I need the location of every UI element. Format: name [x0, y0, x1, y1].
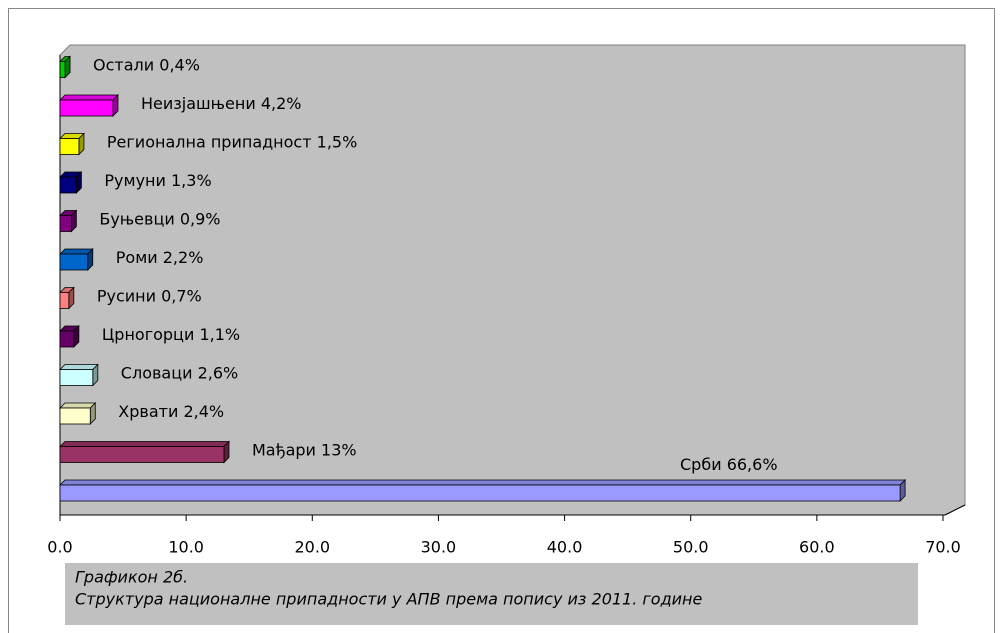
bar: [59, 215, 72, 232]
bar-group: [59, 171, 83, 194]
floor-edge: [944, 504, 966, 516]
data-label: Хрвати 2,4%: [118, 402, 224, 421]
bar: [59, 446, 225, 463]
bar-top: [59, 248, 94, 255]
x-tick-label: 0.0: [47, 538, 72, 557]
category-label: Црногорци: [102, 325, 194, 344]
bar-group: [59, 248, 94, 271]
data-label: Роми 2,2%: [116, 248, 204, 267]
bar-group: [59, 132, 85, 156]
data-label: Румуни 1,3%: [104, 171, 211, 190]
bar-top: [59, 94, 119, 101]
value-label: 2,4%: [183, 402, 224, 421]
x-tick-label: 10.0: [168, 538, 204, 557]
bar-group: [59, 479, 907, 502]
bar: [59, 407, 91, 425]
category-label: Русини: [97, 286, 156, 305]
data-label: Срби 66,6%: [680, 455, 778, 474]
value-label: 0,4%: [159, 55, 200, 74]
category-label: Хрвати: [118, 402, 178, 421]
value-label: 2,2%: [163, 248, 204, 267]
caption-box: [65, 563, 918, 625]
category-label: Срби: [680, 455, 722, 474]
x-tick-label: 20.0: [294, 538, 330, 557]
value-label: 0,9%: [180, 209, 221, 228]
bar: [59, 330, 75, 348]
data-label: Остали 0,4%: [93, 55, 200, 74]
bar: [59, 369, 94, 386]
bar-top: [59, 402, 97, 409]
bar: [59, 292, 70, 309]
value-label: 2,6%: [198, 363, 239, 382]
data-label: Неизјашњени 4,2%: [141, 94, 301, 113]
bar: [59, 484, 901, 502]
data-label: Словаци 2,6%: [121, 363, 238, 382]
value-label: 1,1%: [199, 325, 240, 344]
x-tick-label: 70.0: [925, 538, 961, 557]
category-label: Регионална припадност: [107, 132, 312, 151]
category-label: Мађари: [252, 440, 316, 459]
category-label: Буњевци: [99, 209, 174, 228]
category-label: Роми: [116, 248, 158, 267]
x-tick-label: 60.0: [799, 538, 835, 557]
data-label: Регионална припадност 1,5%: [107, 132, 357, 151]
category-label: Словаци: [121, 363, 193, 382]
bar-group: [59, 440, 230, 464]
value-label: 1,5%: [317, 132, 358, 151]
bar-group: [59, 363, 99, 387]
bar: [59, 253, 89, 271]
value-label: 13%: [321, 440, 357, 459]
bar: [59, 99, 114, 117]
bar-top: [59, 364, 99, 370]
bar-group: [59, 94, 119, 117]
bar: [59, 138, 80, 155]
caption-title: Графикон 2б.: [75, 568, 188, 587]
x-tick-label: 40.0: [547, 538, 583, 557]
bar-top: [59, 441, 230, 447]
category-label: Остали: [93, 55, 154, 74]
bar: [59, 61, 66, 78]
data-label: Русини 0,7%: [97, 286, 202, 305]
bar: [59, 176, 77, 194]
value-label: 1,3%: [171, 171, 212, 190]
bar-top: [59, 479, 907, 486]
category-label: Румуни: [104, 171, 166, 190]
bar-group: [59, 325, 80, 348]
x-tick-label: 50.0: [673, 538, 709, 557]
data-label: Буњевци 0,9%: [99, 209, 220, 228]
bar-group: [59, 55, 72, 79]
x-tick-label: 30.0: [421, 538, 457, 557]
value-label: 4,2%: [261, 94, 302, 113]
data-label: Мађари 13%: [252, 440, 357, 459]
caption: Структура националне припадности у АПВ п…: [75, 590, 703, 609]
bar-group: [59, 209, 78, 233]
bar-group: [59, 402, 97, 425]
category-label: Неизјашњени: [141, 94, 256, 113]
value-label: 66,6%: [727, 455, 778, 474]
bar-group: [59, 286, 75, 310]
value-label: 0,7%: [161, 286, 202, 305]
data-label: Црногорци 1,1%: [102, 325, 240, 344]
